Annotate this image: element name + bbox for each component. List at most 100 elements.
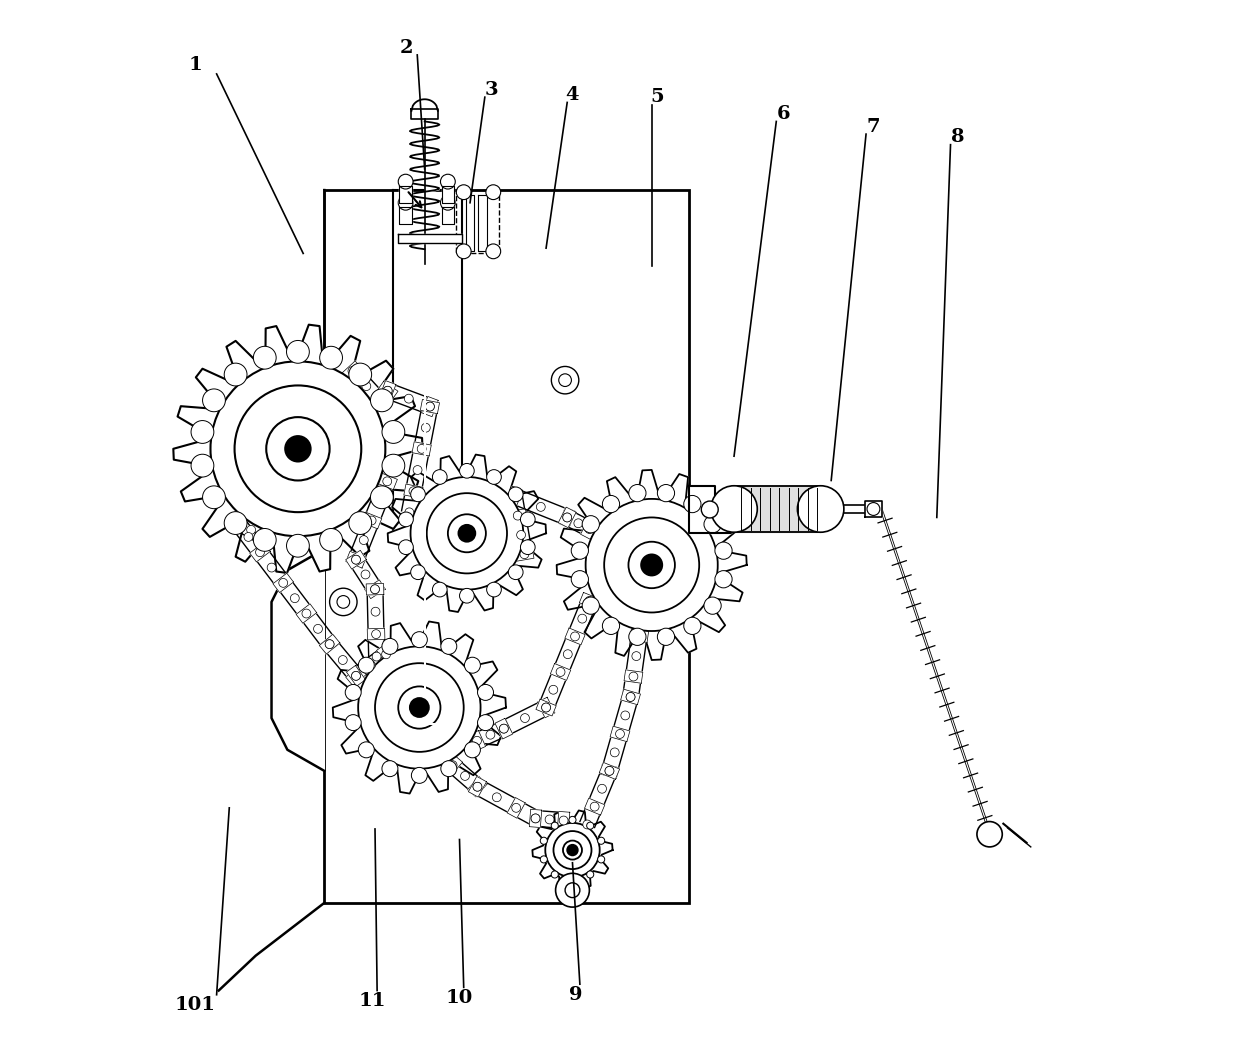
- Polygon shape: [610, 727, 630, 741]
- Circle shape: [202, 389, 226, 412]
- Circle shape: [598, 785, 606, 793]
- Polygon shape: [388, 454, 546, 612]
- Circle shape: [382, 639, 398, 655]
- Polygon shape: [508, 509, 527, 523]
- Circle shape: [867, 503, 880, 515]
- Circle shape: [715, 570, 732, 588]
- Circle shape: [382, 760, 398, 776]
- Circle shape: [417, 445, 427, 453]
- Polygon shape: [866, 501, 882, 517]
- Circle shape: [285, 436, 310, 461]
- Polygon shape: [441, 186, 454, 203]
- Circle shape: [358, 646, 481, 769]
- Circle shape: [348, 366, 357, 375]
- Circle shape: [574, 518, 583, 528]
- Circle shape: [314, 624, 322, 634]
- Circle shape: [517, 530, 526, 540]
- Circle shape: [345, 684, 361, 700]
- Circle shape: [567, 845, 578, 855]
- Circle shape: [500, 724, 508, 733]
- Circle shape: [410, 565, 425, 580]
- Polygon shape: [377, 381, 398, 400]
- Circle shape: [412, 768, 428, 784]
- Polygon shape: [441, 207, 454, 224]
- Circle shape: [320, 346, 342, 370]
- Circle shape: [610, 748, 619, 757]
- Circle shape: [531, 814, 539, 823]
- Polygon shape: [367, 628, 384, 640]
- Circle shape: [398, 512, 413, 527]
- Circle shape: [376, 397, 384, 406]
- Circle shape: [657, 485, 675, 502]
- Circle shape: [410, 487, 425, 502]
- Circle shape: [459, 525, 475, 542]
- Polygon shape: [537, 697, 556, 718]
- Circle shape: [440, 195, 455, 210]
- Circle shape: [549, 685, 558, 694]
- Circle shape: [448, 760, 458, 770]
- Circle shape: [224, 512, 247, 534]
- Circle shape: [253, 528, 277, 551]
- Circle shape: [383, 386, 392, 395]
- Polygon shape: [469, 731, 486, 751]
- Circle shape: [520, 550, 529, 559]
- Circle shape: [232, 517, 242, 526]
- Polygon shape: [404, 484, 423, 498]
- Circle shape: [413, 466, 422, 474]
- Circle shape: [433, 470, 448, 485]
- Circle shape: [605, 767, 614, 775]
- Polygon shape: [469, 776, 486, 797]
- Circle shape: [382, 454, 404, 477]
- Polygon shape: [558, 811, 570, 830]
- Polygon shape: [249, 543, 270, 562]
- Circle shape: [521, 512, 536, 527]
- Circle shape: [572, 570, 589, 588]
- Circle shape: [472, 782, 482, 791]
- Text: 5: 5: [650, 88, 663, 107]
- Circle shape: [412, 631, 428, 647]
- Circle shape: [255, 548, 264, 557]
- Circle shape: [629, 485, 646, 502]
- Circle shape: [492, 793, 501, 802]
- Circle shape: [797, 486, 844, 532]
- Circle shape: [629, 672, 637, 681]
- Circle shape: [372, 629, 381, 639]
- Polygon shape: [342, 361, 362, 381]
- Polygon shape: [366, 584, 384, 595]
- Circle shape: [337, 596, 350, 608]
- Polygon shape: [558, 507, 577, 528]
- Circle shape: [715, 542, 732, 560]
- Circle shape: [358, 742, 374, 758]
- Circle shape: [500, 724, 508, 733]
- Circle shape: [563, 513, 572, 522]
- Polygon shape: [506, 486, 523, 507]
- Circle shape: [556, 667, 565, 677]
- Circle shape: [191, 454, 213, 477]
- Polygon shape: [174, 324, 423, 573]
- Circle shape: [410, 477, 523, 589]
- Polygon shape: [515, 547, 534, 561]
- Circle shape: [546, 815, 554, 824]
- Polygon shape: [377, 473, 397, 490]
- Circle shape: [465, 742, 480, 758]
- Circle shape: [267, 417, 330, 480]
- Circle shape: [352, 555, 361, 564]
- Circle shape: [371, 389, 393, 412]
- Circle shape: [552, 366, 579, 394]
- Circle shape: [234, 385, 361, 512]
- Circle shape: [587, 871, 594, 878]
- Circle shape: [440, 760, 456, 776]
- Polygon shape: [624, 670, 642, 683]
- Circle shape: [521, 540, 536, 554]
- Text: 6: 6: [777, 105, 790, 124]
- Bar: [325, 190, 688, 903]
- Text: 2: 2: [401, 38, 413, 57]
- Circle shape: [541, 837, 547, 845]
- Polygon shape: [532, 810, 613, 890]
- Circle shape: [371, 585, 379, 593]
- Circle shape: [572, 542, 589, 560]
- Circle shape: [260, 533, 270, 543]
- Polygon shape: [559, 507, 575, 528]
- Polygon shape: [370, 392, 391, 411]
- Text: 1: 1: [188, 56, 202, 75]
